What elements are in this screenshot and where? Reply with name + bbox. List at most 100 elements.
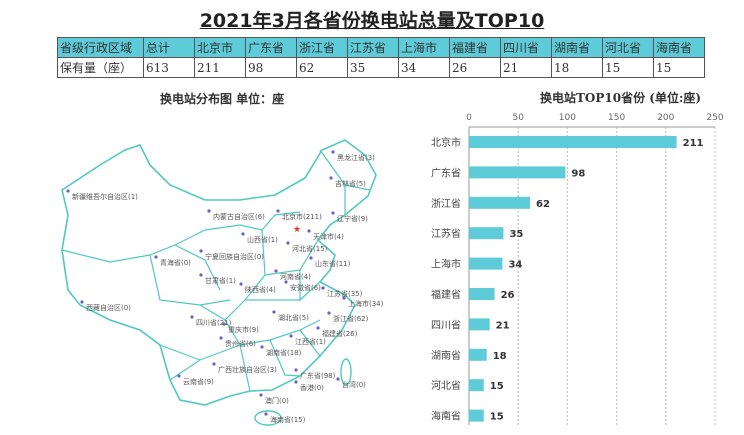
station-dot: [309, 256, 313, 260]
data-label: 211: [683, 138, 704, 149]
station-dot: [154, 255, 158, 259]
bar: [469, 136, 677, 148]
table-header-cell: 北京市: [194, 37, 246, 58]
map-label: 台湾(0): [342, 380, 366, 389]
station-dot: [241, 232, 245, 236]
data-label: 62: [536, 199, 550, 210]
province-border: [159, 344, 201, 361]
map-label: 宁夏回族自治区(0): [205, 252, 264, 261]
station-dot: [329, 176, 333, 180]
map-label: 江苏省(35): [327, 289, 363, 298]
map-label: 广西壮族自治区(3): [218, 365, 277, 374]
station-dot: [199, 249, 203, 253]
map-label: 吉林省(5): [335, 179, 366, 188]
map-label: 广东省(98): [300, 371, 336, 380]
x-tick-label: 250: [706, 113, 723, 123]
station-dot: [289, 334, 293, 338]
station-dot: [307, 229, 311, 233]
map-label: 湖南省(18): [266, 348, 302, 357]
station-dot: [342, 296, 346, 300]
table-header-cell: 省级行政区域: [57, 37, 144, 58]
province-border: [204, 211, 301, 231]
station-dot: [177, 374, 181, 378]
map-label: 甘肃省(1): [205, 276, 236, 285]
table-cell: 15: [602, 57, 654, 78]
station-dot: [327, 311, 331, 315]
table-cell: 15: [653, 57, 705, 78]
table-header-cell: 广东省: [245, 37, 297, 58]
station-dot: [331, 211, 335, 215]
category-label: 海南省: [431, 410, 461, 423]
table-header-cell: 河北省: [602, 37, 654, 58]
bar: [469, 409, 484, 422]
map-label: 海南省(15): [270, 415, 306, 424]
province-border: [224, 319, 321, 346]
x-tick-label: 200: [657, 113, 674, 123]
table-cell: 26: [449, 57, 501, 78]
category-label: 湖南省: [431, 349, 461, 362]
station-dot: [219, 336, 223, 340]
data-label: 98: [571, 168, 585, 179]
map-label: 湖北省(5): [278, 313, 309, 322]
map-label: 浙江省(62): [333, 314, 369, 323]
table-header-cell: 总计: [143, 37, 195, 58]
category-label: 江苏省: [431, 227, 461, 240]
map-label: 安徽省(6): [290, 283, 321, 292]
x-tick-label: 50: [512, 113, 524, 123]
station-dot: [222, 322, 226, 326]
table-header-cell: 四川省: [500, 37, 552, 58]
map-label: 山西省(1): [247, 235, 278, 244]
table-cell: 62: [296, 57, 348, 78]
map-label: 贵州省(6): [225, 339, 256, 348]
table-header-cell: 浙江省: [296, 37, 348, 58]
data-label: 26: [501, 290, 515, 301]
station-dot: [264, 412, 268, 416]
category-label: 浙江省: [431, 197, 461, 210]
data-label: 34: [508, 260, 522, 271]
province-border: [239, 344, 251, 392]
map-label: 云南省(9): [183, 377, 214, 386]
map-label: 西藏自治区(0): [86, 303, 131, 312]
category-label: 上海市: [431, 258, 461, 271]
table-cell: 保有量（座）: [57, 57, 144, 78]
province-border: [269, 339, 301, 377]
station-dot: [260, 345, 264, 349]
table-cell: 211: [194, 57, 246, 78]
station-dot: [80, 300, 84, 304]
capital-star-icon: ★: [293, 225, 301, 235]
bar: [469, 196, 531, 209]
map-label: 北京市(211): [282, 212, 322, 221]
table-header-cell: 福建省: [449, 37, 501, 58]
station-dot: [336, 377, 340, 381]
table-cell: 18: [551, 57, 603, 78]
map-label: 内蒙古自治区(6): [213, 212, 265, 221]
hainan-island: [254, 410, 282, 426]
map-label: 山东省(11): [315, 259, 351, 268]
station-dot: [272, 310, 276, 314]
table-row: 保有量（座） 613 211 98 62 35 34 26 21 18 15 15: [57, 57, 705, 78]
station-dot: [294, 368, 298, 372]
map-label: 香港(0): [300, 383, 324, 392]
province-border: [61, 229, 206, 263]
x-tick-label: 0: [466, 113, 472, 123]
station-dot: [212, 362, 216, 366]
map-label: 新疆维吾尔自治区(1): [72, 192, 138, 201]
category-label: 广东省: [431, 166, 461, 179]
station-dot: [286, 241, 290, 245]
bar: [469, 257, 503, 270]
map-label: 江西省(1): [295, 337, 326, 346]
page-title: 2021年3月各省份换电站总量及TOP10: [199, 10, 545, 32]
table-cell: 613: [143, 57, 195, 78]
category-label: 河北省: [431, 379, 461, 392]
data-label: 35: [509, 229, 523, 240]
station-dot: [199, 273, 203, 277]
data-label: 15: [490, 412, 504, 423]
table-cell: 34: [398, 57, 450, 78]
map-label: 上海市(34): [348, 299, 384, 308]
station-dot: [259, 393, 263, 397]
category-label: 福建省: [431, 288, 461, 301]
province-border: [149, 254, 231, 306]
province-border: [344, 184, 371, 191]
table-cell: 35: [347, 57, 399, 78]
